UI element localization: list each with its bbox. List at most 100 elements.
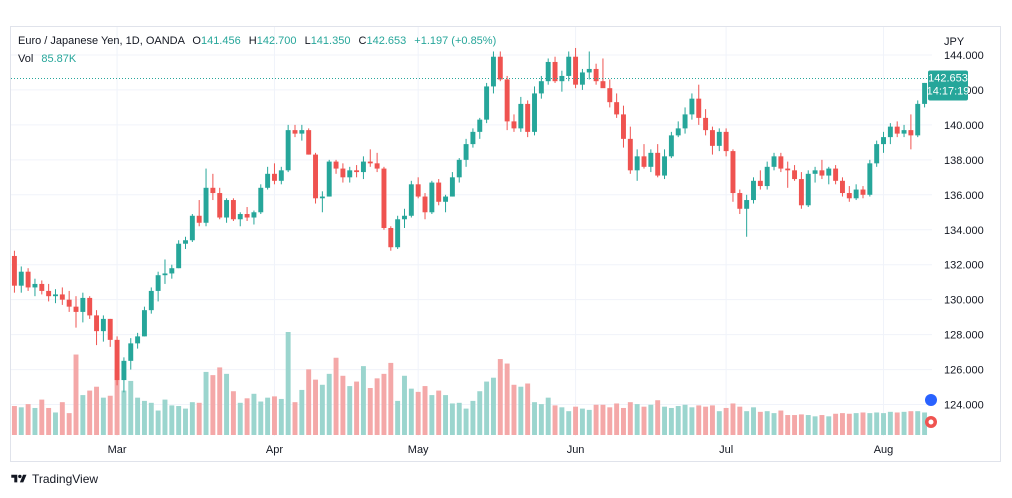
candle-body <box>532 93 537 132</box>
volume-bar <box>593 404 599 435</box>
candle-body <box>641 156 647 167</box>
price-tick-label: 140.000 <box>944 120 984 132</box>
volume-bar <box>224 373 230 435</box>
price-axis[interactable]: JPY 124.000 126.000 128.000 130.000 132.000 1… <box>944 36 984 412</box>
candle-body <box>566 56 572 76</box>
candle-body <box>525 103 531 132</box>
candle-body <box>429 182 435 213</box>
tradingview-logo[interactable]: TradingView <box>10 472 98 486</box>
candle-body <box>18 271 24 286</box>
volume-bar <box>299 389 305 435</box>
volume-bar <box>922 412 928 435</box>
time-axis[interactable]: MarAprMayJunJulAugSep <box>108 444 1012 456</box>
bar-countdown: 14:17:19 <box>927 86 970 98</box>
volume-bar <box>326 373 332 435</box>
candle-body <box>381 168 387 229</box>
candle-body <box>107 318 113 340</box>
volume-bar <box>306 369 312 435</box>
candle-body <box>278 170 284 181</box>
candle-body <box>867 163 873 195</box>
volume-bar <box>477 391 483 435</box>
candle-body <box>73 306 79 312</box>
volume-bar <box>237 402 243 435</box>
volume-bar <box>915 411 921 435</box>
volume-bar <box>641 406 647 435</box>
volume-bar <box>32 407 38 435</box>
candle-body <box>121 360 127 381</box>
candle-body <box>32 283 38 288</box>
candle-body <box>230 200 236 220</box>
candle-body <box>449 177 455 197</box>
volume-bar <box>833 413 839 435</box>
candle-body <box>436 182 442 202</box>
price-tick-label: 134.000 <box>944 225 984 237</box>
volume-bar <box>148 402 154 435</box>
candle-body <box>833 168 839 181</box>
volume-bar <box>449 403 455 435</box>
volume-bar <box>272 396 277 435</box>
candle-body <box>860 189 866 195</box>
candle-body <box>723 131 729 152</box>
candle-body <box>586 68 592 73</box>
candle-body <box>367 161 373 164</box>
candle-body <box>757 180 763 187</box>
volume-bar <box>703 406 709 435</box>
candle-body <box>148 290 154 311</box>
candle-body <box>778 156 784 169</box>
volume-legend[interactable]: Vol 85.87K <box>18 53 76 65</box>
volume-bar <box>525 383 531 435</box>
volume-bar <box>415 391 421 435</box>
volume-bar <box>244 398 250 435</box>
candle-body <box>292 130 298 134</box>
candle-body <box>135 336 141 344</box>
candle-body <box>730 151 736 194</box>
close-label: C <box>358 35 367 47</box>
volume-bar <box>826 416 832 435</box>
candle-body <box>839 180 845 194</box>
candle-body <box>463 144 469 160</box>
price-tick-label: 144.000 <box>944 50 984 62</box>
time-tick-label: Jul <box>719 444 733 456</box>
symbol-legend[interactable]: Euro / Japanese Yen, 1D, OANDA O141.456 … <box>18 35 496 47</box>
volume-bar <box>737 406 743 435</box>
volume-bar <box>203 371 209 435</box>
candle-body <box>798 179 804 206</box>
volume-bar <box>668 407 674 435</box>
volume-bar <box>881 413 886 435</box>
price-tick-label: 136.000 <box>944 190 984 202</box>
candle-body <box>340 168 346 178</box>
high-value: 142.700 <box>256 35 297 47</box>
candle-body <box>408 184 414 216</box>
currency-label: JPY <box>944 36 965 48</box>
candle-body <box>593 68 599 82</box>
price-tick-label: 130.000 <box>944 295 984 307</box>
candle-body <box>881 137 886 145</box>
volume-bar <box>655 400 661 435</box>
candle-body <box>621 114 626 139</box>
volume-bar <box>333 357 339 435</box>
volume-bar <box>484 381 490 435</box>
candle-body <box>313 154 318 199</box>
chart-frame <box>10 26 1001 462</box>
volume-bar <box>395 400 401 435</box>
volume-bar <box>436 390 442 435</box>
volume-bar <box>757 411 763 435</box>
volume-bar <box>627 402 633 435</box>
candle-body <box>511 121 517 129</box>
candle-body <box>443 196 449 202</box>
indicator-icons[interactable] <box>925 394 937 428</box>
volume-bar <box>846 413 852 435</box>
candle-body <box>484 86 490 120</box>
candle-body <box>100 318 106 332</box>
candle-body <box>258 187 264 213</box>
globe-icon[interactable] <box>925 394 937 406</box>
candle-body <box>203 187 209 223</box>
candle-body <box>217 193 223 218</box>
candle-body <box>518 103 524 129</box>
candle-body <box>265 173 271 188</box>
volume-bar <box>141 400 147 435</box>
volume-bar <box>518 386 524 435</box>
volume-bar <box>798 414 804 435</box>
candle-body <box>819 170 825 176</box>
